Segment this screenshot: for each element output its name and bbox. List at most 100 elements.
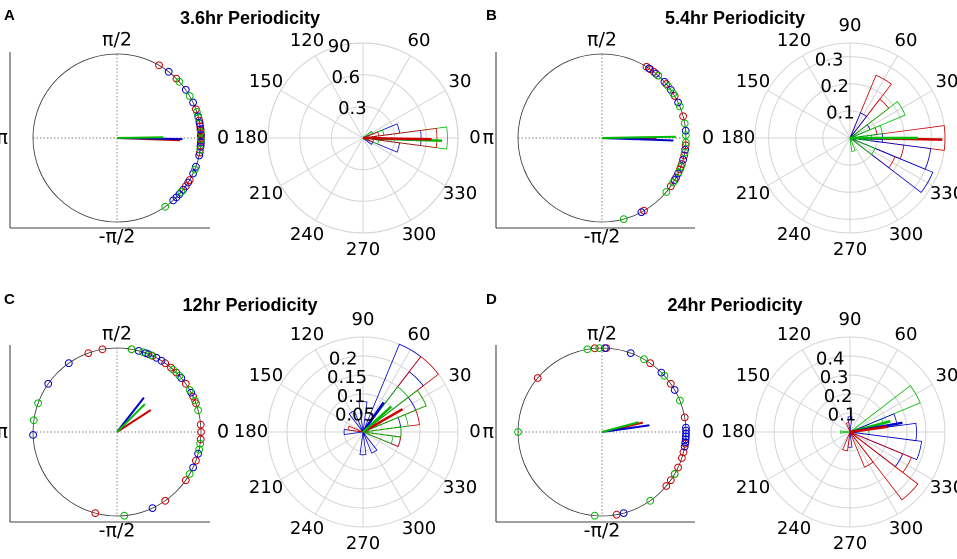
rose-bin-green xyxy=(849,137,856,152)
phase-marker-blue xyxy=(44,379,53,388)
rose-bin-green xyxy=(849,124,883,139)
phase-marker-red xyxy=(681,141,690,150)
mean-vector-green xyxy=(601,421,639,433)
rose-spoke xyxy=(802,349,851,433)
phase-marker-green xyxy=(34,399,42,408)
rose-spoke xyxy=(849,137,933,186)
rose-angle-label: 330 xyxy=(930,477,957,498)
rose-bin-blue xyxy=(359,431,367,456)
phase-marker-green xyxy=(662,188,671,196)
rose-plot-b: 0.10.20.30306090120150180210240270300330 xyxy=(721,15,957,260)
phase-marker-blue xyxy=(189,463,198,472)
rose-bin-green xyxy=(362,413,409,433)
rose-angle-label: 120 xyxy=(777,324,811,345)
panel-a: A 3.6hr Periodicity π/2 -π/2 π 0 0.3 0.6 90 0 3… xyxy=(0,7,481,260)
panel-letter-c: C xyxy=(4,291,15,308)
rose-spoke xyxy=(280,90,364,139)
rose-spoke xyxy=(362,137,446,186)
rose-radial-tick-label: 0.1 xyxy=(826,103,855,124)
rose-radial-tick-label: 0.15 xyxy=(327,367,367,388)
rose-spoke xyxy=(315,137,364,221)
rose-radial-tick-label: 0.2 xyxy=(329,349,358,370)
phase-marker-green xyxy=(680,148,689,157)
rose-ring xyxy=(305,374,421,490)
rose-angle-label: 90 xyxy=(839,15,862,36)
uc-label-right: 0 xyxy=(217,421,229,443)
phase-marker-green xyxy=(29,416,38,425)
phase-marker-red xyxy=(612,510,621,519)
unit-circle-plot-a: π/2 -π/2 π 0 xyxy=(0,29,229,248)
phase-marker-blue xyxy=(682,426,690,435)
rose-spoke xyxy=(767,137,851,186)
phase-marker-blue xyxy=(196,125,205,134)
panel-title-c: 12hr Periodicity xyxy=(182,295,317,315)
rose-angle-label: 240 xyxy=(290,224,324,245)
phase-marker-blue xyxy=(637,208,646,217)
phase-marker-green xyxy=(196,439,205,448)
phase-marker-green xyxy=(646,496,655,505)
panel-d: D 24hr Periodicity π/2 -π/2 π 0 0.10.20.30.… xyxy=(483,291,957,554)
phase-marker-blue xyxy=(626,349,635,358)
phase-marker-blue xyxy=(679,155,687,164)
rose-bin-green xyxy=(362,426,402,438)
phase-marker-blue xyxy=(681,435,690,444)
uc-label-left: π xyxy=(0,421,8,443)
rose-angle-label: 210 xyxy=(736,477,770,498)
phase-marker-red xyxy=(662,482,671,490)
phase-marker-green xyxy=(127,345,136,354)
rose-bin-blue xyxy=(847,416,853,433)
rose-bin-red xyxy=(849,431,912,474)
rose-angle-label: 150 xyxy=(736,365,770,386)
uc-label-top: π/2 xyxy=(587,29,617,51)
rose-angle-label: 90 xyxy=(839,309,862,330)
phase-marker-green xyxy=(191,396,199,405)
phase-marker-red xyxy=(679,112,687,121)
rose-spoke xyxy=(849,349,898,433)
phase-marker-red xyxy=(680,413,689,422)
rose-bin-red xyxy=(849,74,892,139)
rose-spoke xyxy=(362,55,411,139)
rose-spoke xyxy=(315,431,364,515)
rose-angle-label: 240 xyxy=(777,224,811,245)
phase-marker-green xyxy=(640,355,648,364)
rose-outer-ring xyxy=(754,336,946,528)
phase-marker-green xyxy=(669,89,678,98)
rose-bin-blue xyxy=(362,431,378,454)
rose-mean-vector-red xyxy=(849,425,888,434)
rose-mean-vector-red xyxy=(362,408,404,434)
rose-angle-label: 120 xyxy=(290,324,324,345)
phase-marker-blue xyxy=(196,142,205,151)
rose-angle-label: 180 xyxy=(234,127,268,148)
rose-radial-tick-label: 0.6 xyxy=(331,67,360,88)
panel-letter-a: A xyxy=(4,7,15,24)
panel-title-a: 3.6hr Periodicity xyxy=(180,8,320,28)
phase-marker-blue xyxy=(164,67,173,76)
unit-circle-plot-d: π/2 -π/2 π 0 xyxy=(483,323,715,542)
phase-marker-green xyxy=(674,168,683,177)
uc-label-bottom: -π/2 xyxy=(584,520,621,542)
uc-label-bottom: -π/2 xyxy=(584,226,621,248)
phase-marker-blue xyxy=(195,151,204,160)
phase-marker-green xyxy=(185,92,194,100)
phase-marker-green xyxy=(195,445,204,454)
rose-angle-label: 270 xyxy=(833,239,867,260)
phase-marker-blue xyxy=(601,344,609,353)
mean-vector-green xyxy=(116,403,146,433)
phase-marker-red xyxy=(678,454,686,462)
phase-marker-green xyxy=(595,344,603,353)
phase-marker-red xyxy=(98,345,107,354)
phase-marker-green xyxy=(583,345,592,354)
uc-label-left: π xyxy=(0,127,8,149)
phase-marker-blue xyxy=(682,429,690,438)
rose-spoke xyxy=(280,137,364,186)
rose-angle-label: 0 xyxy=(469,421,480,442)
phase-marker-red xyxy=(84,349,93,358)
rose-bin-blue xyxy=(849,112,868,139)
phase-marker-red xyxy=(674,463,682,472)
rose-ring xyxy=(792,374,908,490)
phase-marker-blue xyxy=(179,185,188,194)
rose-angle-label: 120 xyxy=(290,30,324,51)
phase-marker-blue xyxy=(682,423,690,432)
rose-outer-ring xyxy=(267,336,459,528)
rose-radial-tick-label: 0.1 xyxy=(828,404,857,425)
